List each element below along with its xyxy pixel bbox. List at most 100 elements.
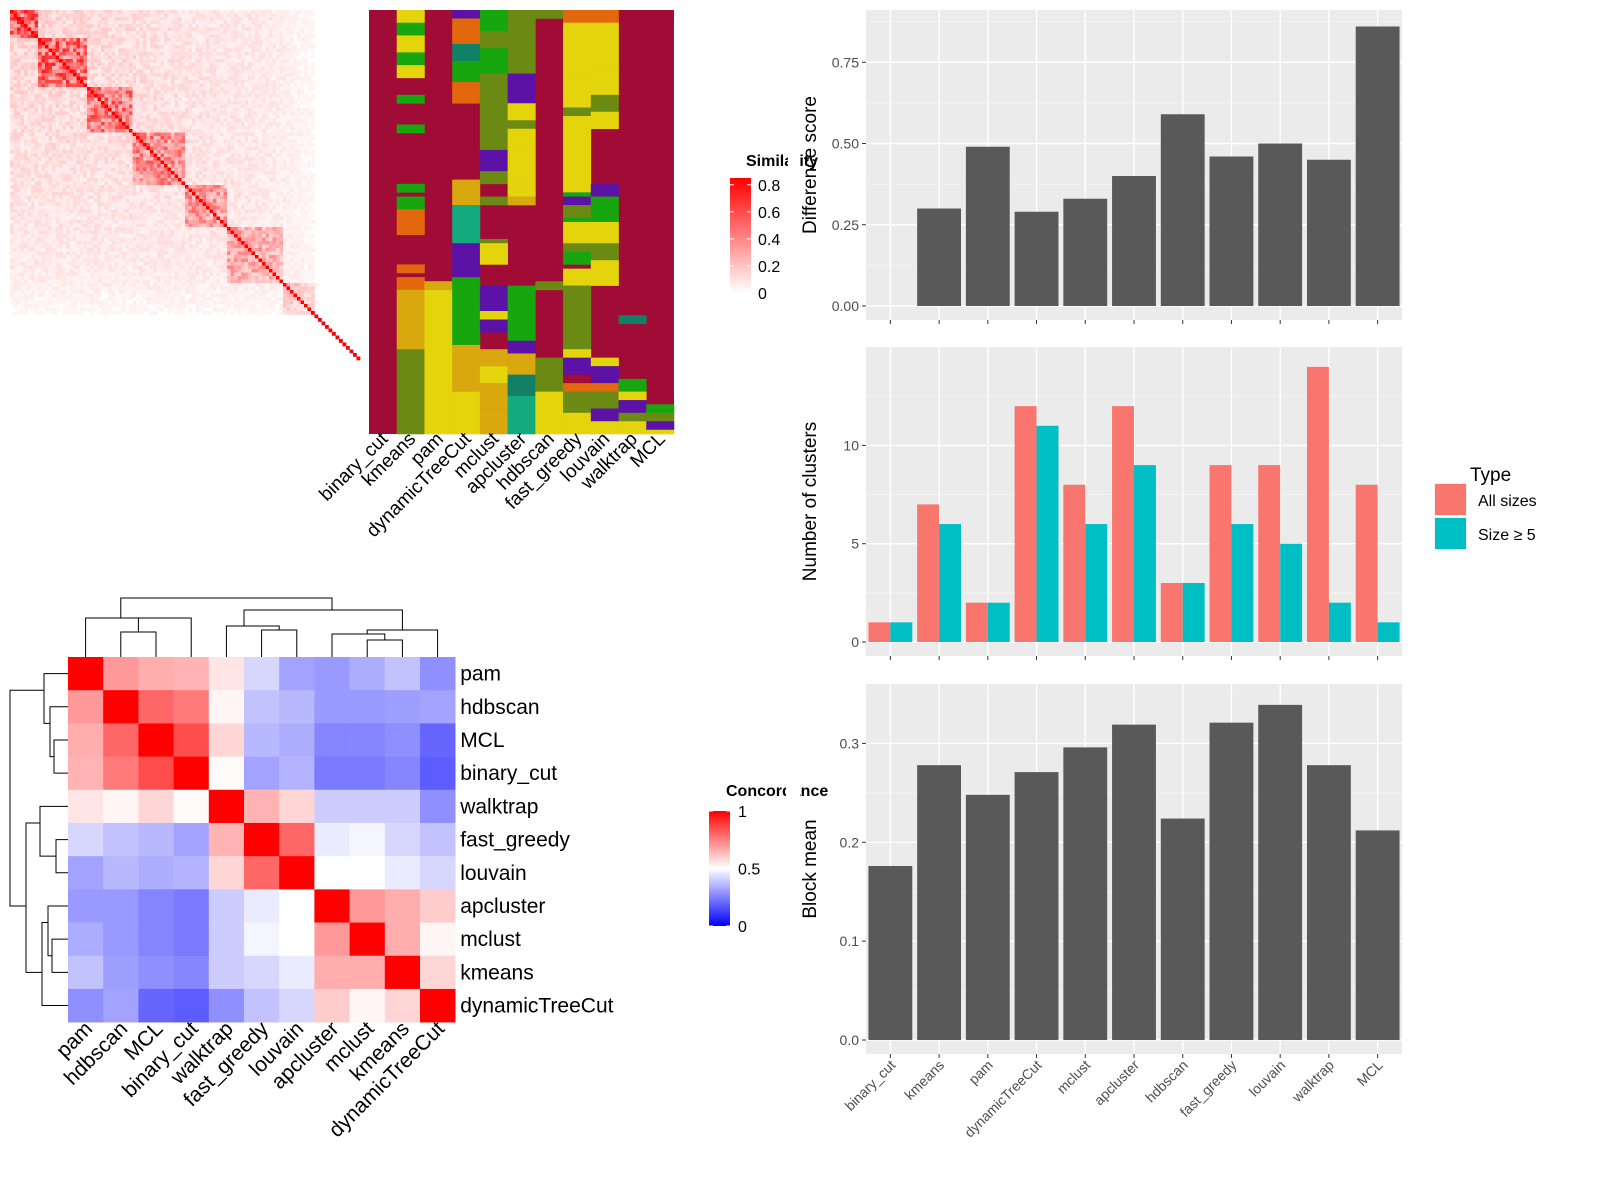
- similarity-cell: [69, 206, 74, 210]
- similarity-cell: [87, 55, 91, 60]
- similarity-cell: [283, 171, 287, 175]
- similarity-cell: [304, 20, 308, 25]
- similarity-cell: [269, 136, 273, 140]
- similarity-cell: [136, 108, 140, 112]
- similarity-cell: [24, 76, 28, 81]
- similarity-cell: [164, 174, 168, 179]
- similarity-cell: [31, 59, 35, 63]
- similarity-cell: [90, 118, 95, 123]
- similarity-cell: [174, 80, 179, 84]
- similarity-cell: [286, 59, 291, 63]
- similarity-cell: [160, 76, 165, 81]
- similarity-cell: [304, 17, 308, 21]
- similarity-cell: [34, 83, 39, 88]
- similarity-cell: [118, 10, 123, 14]
- similarity-cell: [195, 38, 200, 42]
- similarity-cell: [48, 185, 53, 189]
- similarity-cell: [45, 94, 49, 98]
- similarity-cell: [178, 178, 182, 182]
- similarity-cell: [55, 76, 60, 81]
- similarity-cell: [13, 129, 18, 133]
- similarity-cell: [17, 45, 21, 49]
- similarity-cell: [220, 139, 224, 144]
- similarity-cell: [62, 17, 67, 21]
- similarity-cell: [174, 13, 179, 18]
- similarity-cell: [276, 80, 280, 84]
- similarity-cell: [59, 104, 63, 109]
- similarity-cell: [27, 34, 32, 39]
- similarity-cell: [307, 185, 312, 189]
- similarity-cell: [94, 150, 98, 154]
- similarity-cell: [251, 202, 256, 207]
- similarity-cell: [269, 178, 273, 182]
- similarity-cell: [59, 167, 63, 172]
- similarity-cell: [216, 76, 221, 81]
- similarity-cell: [52, 160, 56, 165]
- similarity-cell: [237, 59, 242, 63]
- similarity-cell: [38, 48, 42, 53]
- similarity-cell: [209, 101, 214, 105]
- similarity-cell: [311, 178, 315, 182]
- similarity-cell: [272, 146, 277, 151]
- similarity-cell: [248, 108, 252, 112]
- similarity-cell: [90, 192, 95, 196]
- similarity-cell: [136, 24, 140, 28]
- similarity-cell: [90, 150, 95, 154]
- similarity-cell: [293, 185, 298, 189]
- similarity-cell: [27, 153, 32, 158]
- similarity-cell: [73, 76, 77, 81]
- similarity-cell: [311, 27, 315, 32]
- similarity-cell: [73, 143, 77, 147]
- similarity-cell: [143, 41, 147, 46]
- similarity-cell: [262, 52, 266, 56]
- similarity-cell: [241, 132, 245, 137]
- similarity-cell: [272, 76, 277, 81]
- similarity-cell: [251, 13, 256, 18]
- similarity-cell: [38, 76, 42, 81]
- similarity-cell: [216, 206, 221, 210]
- similarity-cell: [125, 104, 130, 109]
- similarity-cell: [234, 188, 238, 193]
- similarity-cell: [251, 129, 256, 133]
- similarity-cell: [143, 62, 147, 67]
- similarity-cell: [118, 209, 123, 214]
- similarity-cell: [31, 10, 35, 14]
- similarity-cell: [241, 31, 245, 35]
- similarity-cell: [265, 62, 270, 67]
- similarity-cell: [255, 178, 259, 182]
- similarity-cell: [255, 181, 259, 186]
- similarity-cell: [10, 192, 14, 196]
- similarity-cell: [94, 76, 98, 81]
- similarity-cell: [69, 90, 74, 95]
- similarity-cell: [76, 20, 81, 25]
- similarity-cell: [255, 62, 259, 67]
- similarity-cell: [181, 111, 186, 116]
- similarity-cell: [202, 104, 207, 109]
- similarity-cell: [139, 195, 144, 200]
- similarity-cell: [272, 181, 277, 186]
- similarity-cell: [307, 115, 312, 119]
- similarity-cell: [38, 150, 42, 154]
- similarity-cell: [181, 20, 186, 25]
- similarity-cell: [171, 206, 175, 210]
- similarity-cell: [80, 31, 84, 35]
- similarity-cell: [24, 157, 28, 161]
- similarity-cell: [20, 17, 25, 21]
- similarity-cell: [90, 52, 95, 56]
- similarity-cell: [164, 108, 168, 112]
- similarity-cell: [94, 209, 98, 214]
- similarity-cell: [111, 45, 116, 49]
- similarity-cell: [307, 34, 312, 39]
- similarity-cell: [31, 213, 35, 217]
- similarity-cell: [34, 87, 39, 91]
- similarity-cell: [265, 178, 270, 182]
- similarity-cell: [251, 111, 256, 116]
- similarity-cell: [150, 185, 154, 189]
- similarity-cell: [171, 48, 175, 53]
- similarity-cell: [255, 27, 259, 32]
- similarity-cell: [262, 115, 266, 119]
- similarity-cell: [146, 48, 151, 53]
- similarity-cell: [227, 27, 231, 32]
- similarity-cell: [143, 188, 147, 193]
- similarity-cell: [188, 48, 193, 53]
